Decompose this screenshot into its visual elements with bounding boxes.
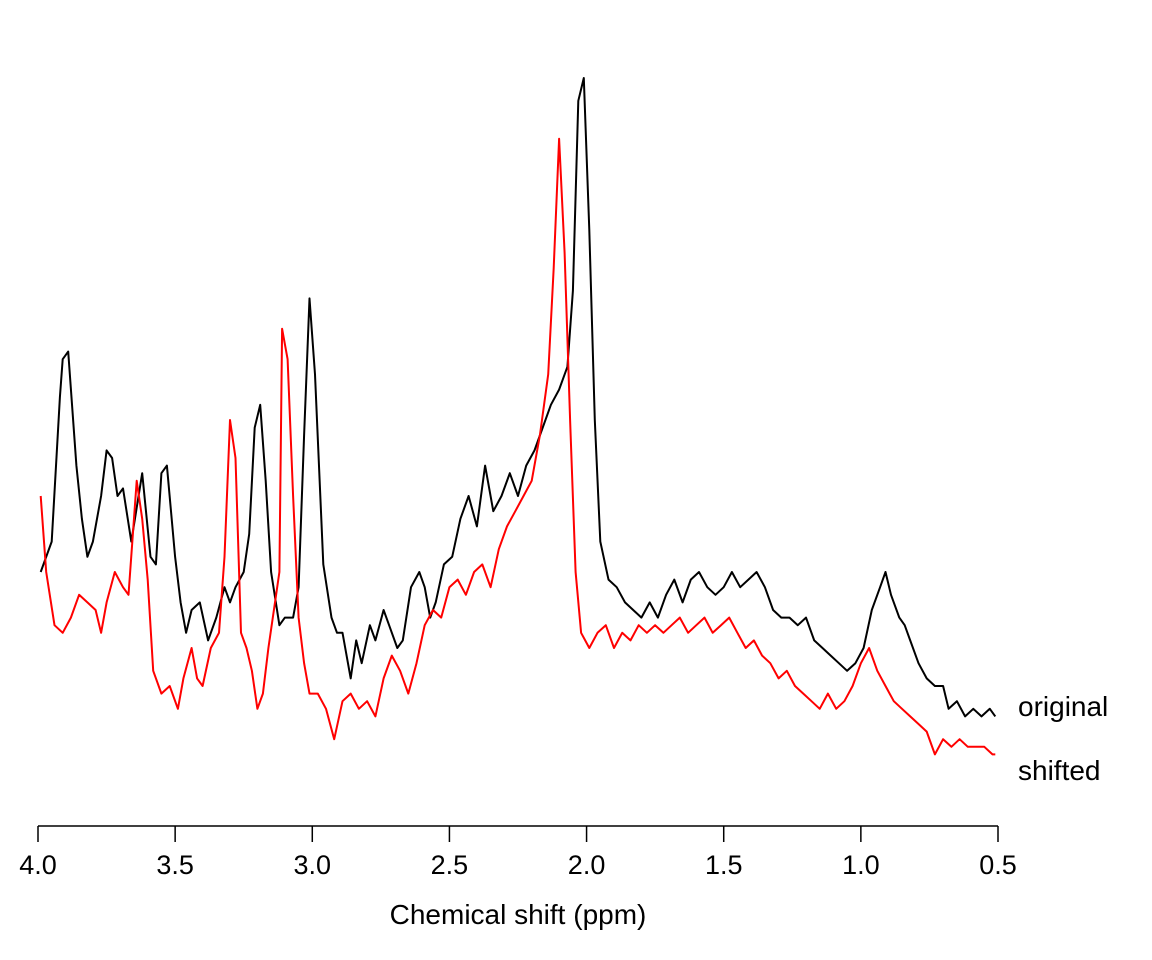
series-line-original <box>39 77 997 718</box>
x-tick-label: 1.0 <box>842 850 880 880</box>
x-tick-label: 2.0 <box>568 850 606 880</box>
x-ticks: 4.0 3.5 3.0 2.5 2.0 1.5 1.0 0.5 <box>19 826 1017 880</box>
x-tick-label: 2.5 <box>431 850 469 880</box>
plot-traces <box>39 77 997 756</box>
x-tick-label: 1.5 <box>705 850 743 880</box>
x-tick-label: 3.0 <box>294 850 332 880</box>
x-axis-title: Chemical shift (ppm) <box>390 899 647 930</box>
x-tick-label: 0.5 <box>979 850 1017 880</box>
x-axis: 4.0 3.5 3.0 2.5 2.0 1.5 1.0 0.5 <box>19 825 1017 880</box>
x-tick-label: 3.5 <box>156 850 194 880</box>
series-label-original: original <box>1018 691 1108 722</box>
series-line-shifted <box>39 137 996 756</box>
series-label-shifted: shifted <box>1018 755 1101 786</box>
x-tick-label: 4.0 <box>19 850 57 880</box>
series-labels: original shifted <box>1018 691 1108 786</box>
